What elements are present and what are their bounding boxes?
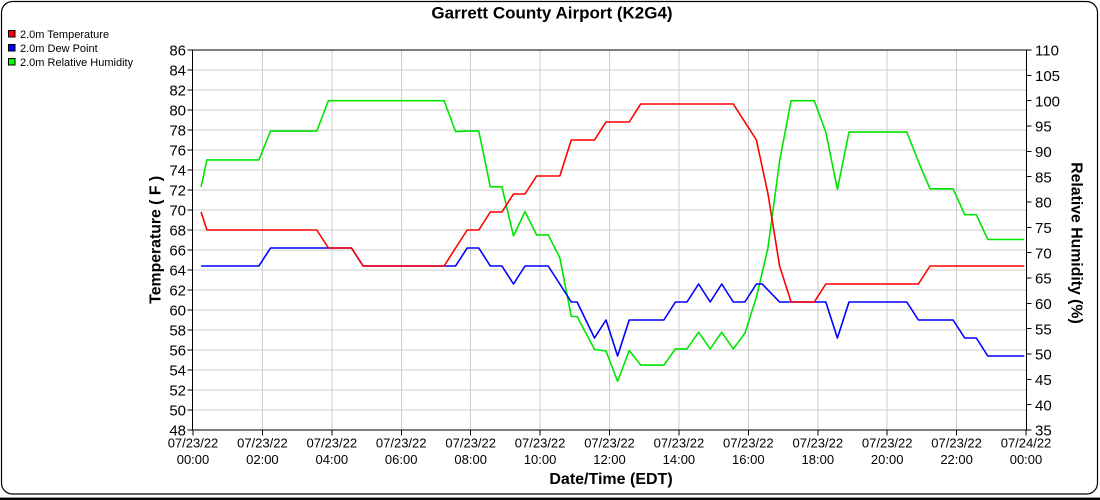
svg-text:04:00: 04:00 — [316, 452, 349, 467]
svg-text:02:00: 02:00 — [246, 452, 279, 467]
svg-text:07/23/22: 07/23/22 — [376, 436, 427, 451]
svg-text:74: 74 — [169, 163, 186, 180]
svg-text:07/23/22: 07/23/22 — [237, 436, 288, 451]
svg-text:2.0m Temperature: 2.0m Temperature — [20, 29, 109, 41]
svg-text:07/23/22: 07/23/22 — [515, 436, 566, 451]
svg-text:58: 58 — [169, 323, 186, 340]
svg-text:08:00: 08:00 — [454, 452, 487, 467]
svg-text:07/23/22: 07/23/22 — [445, 436, 496, 451]
svg-text:07/23/22: 07/23/22 — [931, 436, 982, 451]
svg-text:07/23/22: 07/23/22 — [862, 436, 913, 451]
svg-text:95: 95 — [1035, 119, 1052, 136]
svg-text:60: 60 — [169, 303, 186, 320]
svg-text:100: 100 — [1035, 93, 1060, 110]
svg-text:85: 85 — [1035, 169, 1052, 186]
svg-text:70: 70 — [1035, 245, 1052, 262]
svg-text:2.0m Dew Point: 2.0m Dew Point — [20, 43, 98, 55]
svg-text:07/23/22: 07/23/22 — [306, 436, 357, 451]
svg-text:00:00: 00:00 — [1010, 452, 1043, 467]
svg-text:45: 45 — [1035, 372, 1052, 389]
svg-text:70: 70 — [169, 203, 186, 220]
svg-text:07/23/22: 07/23/22 — [584, 436, 635, 451]
svg-text:50: 50 — [1035, 347, 1052, 364]
svg-text:60: 60 — [1035, 296, 1052, 313]
svg-text:56: 56 — [169, 343, 186, 360]
svg-text:40: 40 — [1035, 397, 1052, 414]
svg-text:76: 76 — [169, 143, 186, 160]
svg-text:105: 105 — [1035, 68, 1060, 85]
svg-text:12:00: 12:00 — [593, 452, 626, 467]
svg-text:06:00: 06:00 — [385, 452, 418, 467]
svg-text:20:00: 20:00 — [871, 452, 904, 467]
svg-text:90: 90 — [1035, 144, 1052, 161]
svg-text:80: 80 — [1035, 195, 1052, 212]
svg-text:50: 50 — [169, 403, 186, 420]
svg-text:48: 48 — [169, 423, 186, 440]
svg-text:2.0m Relative Humidity: 2.0m Relative Humidity — [20, 57, 134, 69]
svg-text:Temperature ( F ): Temperature ( F ) — [148, 176, 165, 304]
svg-text:78: 78 — [169, 123, 186, 140]
svg-text:22:00: 22:00 — [940, 452, 973, 467]
svg-text:86: 86 — [169, 43, 186, 60]
svg-text:80: 80 — [169, 103, 186, 120]
svg-text:65: 65 — [1035, 271, 1052, 288]
svg-text:00:00: 00:00 — [177, 452, 210, 467]
svg-text:68: 68 — [169, 223, 186, 240]
svg-text:10:00: 10:00 — [524, 452, 557, 467]
svg-text:07/23/22: 07/23/22 — [168, 436, 219, 451]
svg-text:75: 75 — [1035, 220, 1052, 237]
svg-text:66: 66 — [169, 243, 186, 260]
svg-text:07/23/22: 07/23/22 — [654, 436, 705, 451]
svg-text:07/23/22: 07/23/22 — [723, 436, 774, 451]
svg-text:72: 72 — [169, 183, 186, 200]
svg-text:52: 52 — [169, 383, 186, 400]
svg-text:110: 110 — [1035, 43, 1059, 60]
svg-text:18:00: 18:00 — [802, 452, 835, 467]
svg-text:07/24/22: 07/24/22 — [1001, 436, 1052, 451]
svg-text:Relative Humidity (%): Relative Humidity (%) — [1068, 162, 1085, 324]
svg-text:64: 64 — [169, 263, 186, 280]
svg-text:35: 35 — [1035, 423, 1052, 440]
svg-text:54: 54 — [169, 363, 186, 380]
svg-text:07/23/22: 07/23/22 — [792, 436, 843, 451]
svg-text:84: 84 — [169, 63, 186, 80]
svg-text:14:00: 14:00 — [663, 452, 696, 467]
svg-text:Garrett County Airport (K2G4): Garrett County Airport (K2G4) — [431, 4, 672, 23]
svg-text:62: 62 — [169, 283, 186, 300]
svg-text:Date/Time (EDT): Date/Time (EDT) — [549, 471, 672, 488]
svg-text:16:00: 16:00 — [732, 452, 765, 467]
svg-text:55: 55 — [1035, 321, 1052, 338]
svg-text:82: 82 — [169, 83, 186, 100]
